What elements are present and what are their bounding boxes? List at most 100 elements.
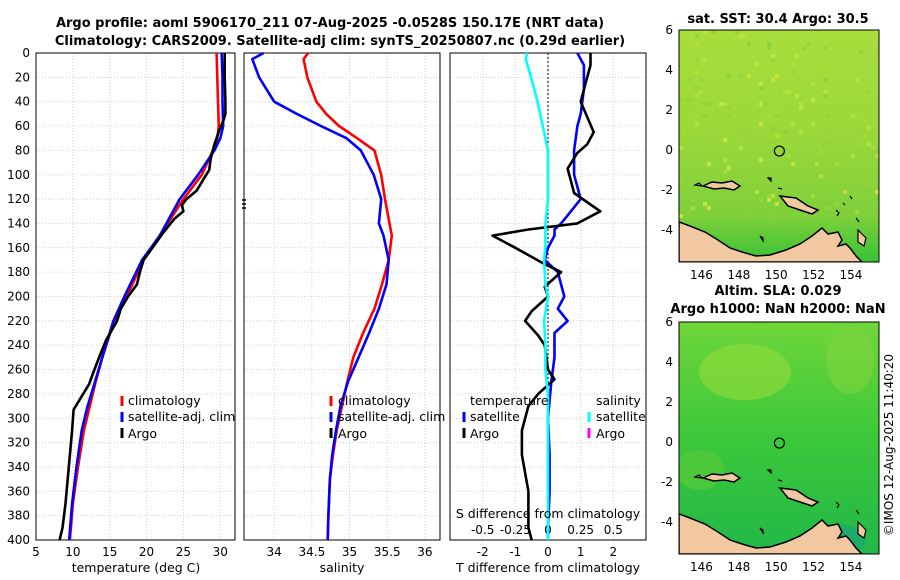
sst-pixel	[695, 42, 699, 46]
sst-pixel	[743, 134, 747, 138]
salinity-grid	[244, 52, 440, 541]
sst-pixel	[727, 166, 731, 170]
sst-pixel	[811, 62, 815, 66]
sst-pixel	[875, 114, 879, 118]
sst-pixel	[679, 98, 683, 102]
sst-pixel	[679, 62, 683, 66]
x-tick-label: 1	[577, 545, 585, 559]
salinity-panel: 34 34.5 35 35.5 36 salinity climatology sate…	[242, 51, 445, 575]
depth-tick-label: 100	[7, 168, 30, 182]
x-tick-label: 36	[417, 545, 432, 559]
sst-pixel	[723, 170, 727, 174]
sst-pixel	[827, 42, 831, 46]
sst-pixel	[835, 162, 839, 166]
sst-pixel	[851, 114, 855, 118]
sst-pixel	[775, 134, 779, 138]
legend-label-argo: Argo	[338, 426, 367, 441]
sst-pixel	[843, 62, 847, 66]
sst-pixel	[767, 198, 771, 202]
legend-label-temp-argo: Argo	[470, 426, 499, 441]
sst-pixel	[807, 54, 811, 58]
depth-tick-label: 140	[7, 216, 30, 230]
sla-lat-ticks: -4 -2 0 2 4 6	[661, 315, 673, 529]
sst-pixel	[767, 114, 771, 118]
legend-label-sal-argo: Argo	[596, 426, 625, 441]
sst-pixel	[835, 202, 839, 206]
sst-pixel	[875, 190, 879, 194]
lat-tick-label: -4	[661, 223, 673, 237]
bougainville-island	[857, 228, 867, 247]
sst-pixel	[727, 146, 731, 150]
lat-tick-label: 0	[665, 143, 673, 157]
sla-map-title-2: Argo h1000: NaN h2000: NaN	[670, 302, 885, 317]
sst-pixel	[867, 90, 871, 94]
legend-title-salinity: salinity	[596, 393, 641, 408]
x-tick-label-top: -0.5	[471, 523, 494, 537]
sst-pixel	[823, 46, 827, 50]
sst-pixel	[727, 50, 731, 54]
legend-label-satellite: satellite-adj. clim	[128, 409, 235, 424]
depth-tick-label: 300	[7, 411, 30, 425]
sst-pixel	[811, 98, 815, 102]
lat-tick-label: 4	[665, 355, 673, 369]
sst-pixel	[859, 50, 863, 54]
small-islands	[693, 177, 860, 244]
sla-map-title-1: Altim. SLA: 0.029	[715, 284, 842, 299]
sst-pixel	[799, 106, 803, 110]
sst-pixel	[691, 206, 695, 210]
sst-pixel	[695, 94, 699, 98]
sst-pixel	[795, 94, 799, 98]
sst-pixel	[707, 58, 711, 62]
sst-map-title: sat. SST: 30.4 Argo: 30.5	[687, 12, 868, 27]
sst-pixel	[727, 74, 731, 78]
sst-pixel	[855, 118, 859, 122]
sst-pixel	[831, 94, 835, 98]
sst-pixel	[731, 174, 735, 178]
temperature-tick-labels: 5 10 15 20 25 30	[32, 545, 228, 559]
depth-tick-label: 160	[7, 241, 30, 255]
sst-pixel	[679, 178, 683, 182]
depth-tick-label: 400	[7, 533, 30, 547]
sst-pixel	[843, 190, 847, 194]
difference-panel: -2 -1 0 1 2 -0.5 -0.25 0 0.25 0.5 S difference f…	[449, 52, 647, 575]
sst-pixel	[691, 198, 695, 202]
lon-tick-label: 150	[765, 268, 788, 282]
sla-anomaly-patch	[826, 326, 874, 394]
sst-pixel	[735, 30, 739, 34]
bougainville-island	[857, 520, 867, 539]
sst-pixel	[823, 142, 827, 146]
sst-pixel	[767, 46, 771, 50]
sst-pixel	[767, 214, 771, 218]
depth-tick-labels: 0 20 40 60 80 100 120 140 160 180 200 220 240 260 280 3…	[7, 46, 30, 547]
sst-pixel	[755, 190, 759, 194]
lon-tick-label: 148	[727, 268, 750, 282]
sst-pixel	[711, 30, 715, 34]
sst-pixel	[875, 150, 879, 154]
difference-legend: temperature satellite Argo salinity sate…	[462, 393, 646, 441]
salinity-tick-labels: 34 34.5 35 35.5 36	[267, 545, 433, 559]
x-tick-label: 2	[610, 545, 618, 559]
sst-pixel	[859, 130, 863, 134]
salinity-legend: climatology satellite-adj. clim Argo	[329, 393, 445, 441]
temperature-difference-xlabel: T difference from climatology	[455, 560, 641, 575]
temperature-legend: climatology satellite-adj. clim Argo	[120, 393, 235, 441]
sst-pixel	[723, 86, 727, 90]
difference-tick-labels: -2 -1 0 1 2	[477, 545, 617, 559]
sla-anomaly-patch	[679, 450, 724, 490]
legend-label-climatology: climatology	[338, 393, 411, 408]
sst-pixel	[775, 110, 779, 114]
x-tick-label: 10	[65, 545, 80, 559]
legend-label-satellite: satellite-adj. clim	[338, 409, 445, 424]
sst-pixel	[759, 102, 763, 106]
sst-pixel	[723, 102, 727, 106]
depth-tick-label: 200	[7, 290, 30, 304]
sst-pixel	[703, 58, 707, 62]
new-ireland-island	[700, 180, 742, 191]
temperature-series	[58, 52, 227, 541]
lon-tick-label: 152	[802, 560, 825, 574]
salinity-axes-box	[243, 52, 441, 541]
sst-pixel	[771, 194, 775, 198]
sst-pixel	[811, 82, 815, 86]
legend-label-climatology: climatology	[128, 393, 201, 408]
sst-pixel	[763, 102, 767, 106]
